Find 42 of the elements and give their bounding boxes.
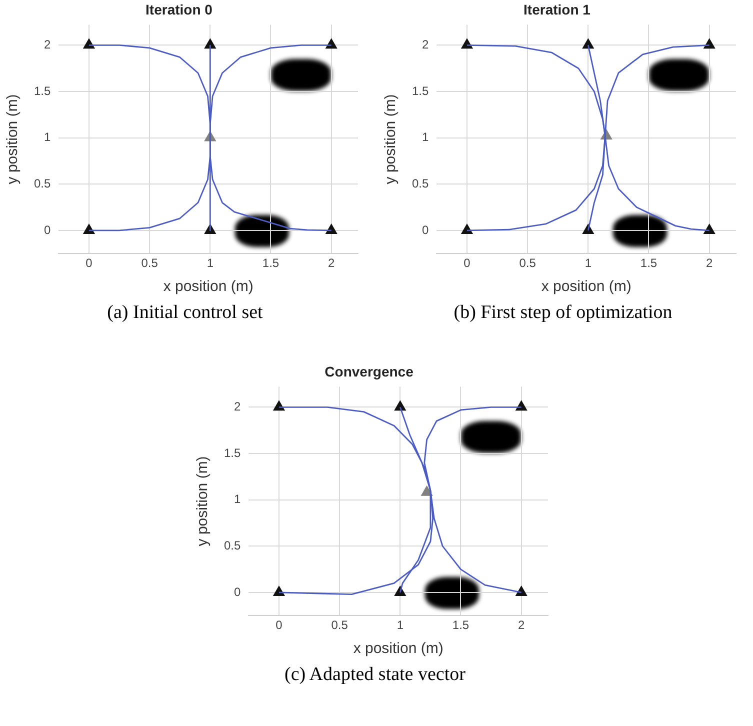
y-tick-label: 1.5: [412, 84, 429, 98]
x-tick-label: 0: [86, 256, 93, 270]
y-tick-label: 0.5: [412, 176, 429, 190]
x-tick-label: 1: [584, 256, 592, 270]
text: (c) Adapted state vector: [284, 664, 466, 686]
y-tick-label: 2: [44, 37, 51, 52]
x-axis-title: x position (m): [541, 278, 632, 296]
x-tick-label: 2: [328, 256, 335, 270]
y-tick-label: 2: [422, 37, 429, 52]
x-tick-label: 0.5: [519, 256, 536, 270]
x-tick-label: 0.5: [141, 256, 158, 270]
x-tick-label: 1: [396, 618, 404, 632]
y-tick-label: 0.5: [34, 176, 51, 190]
chart-title: Convergence: [324, 363, 414, 380]
y-tick-label: 0.5: [224, 538, 241, 552]
y-tick-label: 0: [44, 222, 51, 237]
text: (a) Initial control set: [106, 302, 264, 324]
y-axis-title: y position (m): [4, 94, 22, 184]
x-axis-title: x position (m): [163, 278, 254, 296]
x-tick-label: 1: [206, 256, 214, 270]
x-tick-label: 0: [276, 618, 283, 632]
x-tick-label: 1.5: [262, 256, 280, 270]
y-tick-label: 1.5: [224, 446, 241, 460]
y-axis-title: y position (m): [194, 456, 212, 546]
y-tick-label: 1: [422, 130, 429, 144]
x-axis-title: x position (m): [353, 640, 444, 658]
y-tick-label: 2: [234, 399, 241, 414]
y-axis-title: y position (m): [382, 94, 400, 184]
chart-title: Iteration 1: [524, 1, 591, 18]
x-tick-label: 0.5: [331, 618, 348, 632]
text: (b) First step of optimization: [452, 302, 674, 324]
y-tick-label: 1.5: [34, 84, 51, 98]
y-tick-label: 1: [234, 492, 241, 506]
y-tick-label: 1: [44, 130, 51, 144]
x-tick-label: 0: [464, 256, 471, 270]
chart-title: Iteration 0: [146, 1, 213, 18]
x-tick-label: 2: [706, 256, 713, 270]
x-tick-label: 1.5: [452, 618, 470, 632]
x-tick-label: 1.5: [640, 256, 658, 270]
y-tick-label: 0: [234, 584, 241, 599]
x-tick-label: 2: [518, 618, 525, 632]
y-tick-label: 0: [422, 222, 429, 237]
